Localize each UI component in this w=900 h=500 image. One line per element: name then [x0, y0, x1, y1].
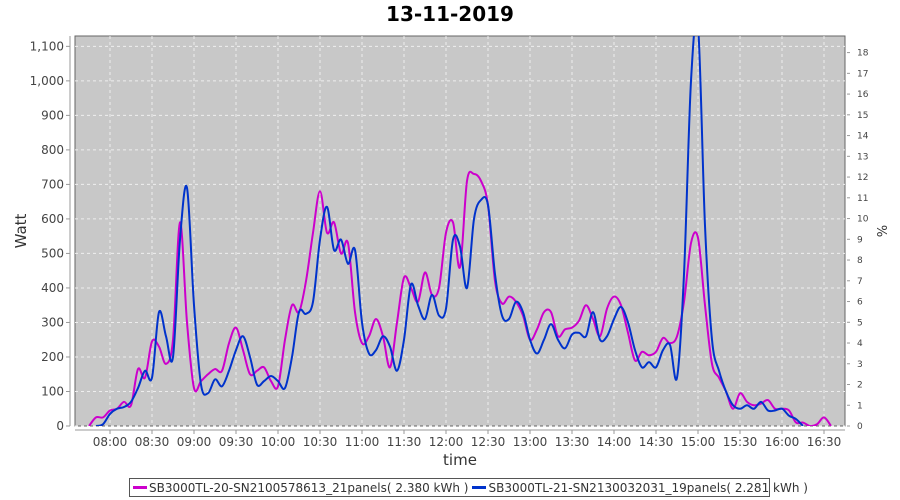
y2-tick-label: 9 — [857, 235, 863, 245]
y2-tick-label: 4 — [857, 339, 863, 349]
x-tick-label: 12:00 — [429, 435, 464, 449]
y-tick-label: 1,100 — [30, 39, 64, 53]
y-tick-label: 900 — [41, 108, 64, 122]
x-tick-label: 14:30 — [639, 435, 674, 449]
x-tick-label: 08:00 — [93, 435, 128, 449]
y2-tick-label: 15 — [857, 111, 868, 121]
legend-label: SB3000TL-21-SN2130032031_19panels( 2.281… — [488, 480, 808, 495]
y2-tick-label: 1 — [857, 401, 863, 411]
series-line-2 — [95, 36, 804, 426]
chart-title: 13-11-2019 — [386, 2, 514, 26]
x-tick-label: 09:00 — [177, 435, 212, 449]
y-tick-label: 600 — [41, 212, 64, 226]
y2-tick-label: 8 — [857, 256, 863, 266]
y2-tick-label: 16 — [857, 90, 869, 100]
y-axis-label: Watt — [12, 213, 30, 248]
plot-area — [74, 35, 846, 427]
legend-swatch — [133, 486, 147, 489]
y2-axis-label: % — [873, 225, 888, 237]
x-tick-label: 16:00 — [765, 435, 800, 449]
series-line-1 — [88, 170, 832, 426]
y2-tick-label: 11 — [857, 194, 868, 204]
y-tick-label: 400 — [41, 281, 64, 295]
x-tick-label: 13:30 — [555, 435, 590, 449]
y-tick-label: 300 — [41, 315, 64, 329]
x-tick-label: 16:30 — [807, 435, 842, 449]
x-tick-label: 08:30 — [135, 435, 170, 449]
y-tick-label: 0 — [56, 419, 64, 433]
y2-tick-label: 10 — [857, 215, 869, 225]
y-tick-label: 200 — [41, 350, 64, 364]
y-tick-label: 700 — [41, 177, 64, 191]
y2-tick-label: 6 — [857, 298, 863, 308]
x-tick-label: 09:30 — [219, 435, 254, 449]
x-tick-label: 11:00 — [345, 435, 380, 449]
legend-item: SB3000TL-21-SN2130032031_19panels( 2.281… — [472, 480, 808, 495]
legend-item: SB3000TL-20-SN2100578613_21panels( 2.380… — [133, 481, 468, 495]
x-tick-label: 12:30 — [471, 435, 506, 449]
legend: SB3000TL-20-SN2100578613_21panels( 2.380… — [129, 478, 808, 497]
y2-tick-label: 13 — [857, 152, 868, 162]
y2-tick-label: 0 — [857, 422, 863, 432]
x-tick-label: 15:30 — [723, 435, 758, 449]
y-tick-label: 800 — [41, 143, 64, 157]
y2-tick-label: 5 — [857, 318, 863, 328]
x-axis-label: time — [443, 451, 477, 469]
y2-tick-label: 18 — [857, 49, 869, 59]
y-tick-label: 1,000 — [30, 74, 64, 88]
legend-swatch — [472, 486, 487, 489]
y-tick-label: 500 — [41, 246, 64, 260]
y2-tick-label: 14 — [857, 132, 869, 142]
y2-tick-label: 3 — [857, 360, 863, 370]
x-tick-label: 11:30 — [387, 435, 422, 449]
x-tick-label: 13:00 — [513, 435, 548, 449]
legend-label: SB3000TL-20-SN2100578613_21panels( 2.380… — [149, 480, 469, 495]
x-tick-label: 14:00 — [597, 435, 632, 449]
y2-tick-label: 2 — [857, 381, 863, 391]
y2-tick-label: 12 — [857, 173, 868, 183]
x-tick-label: 10:00 — [261, 435, 296, 449]
y2-tick-label: 17 — [857, 69, 868, 79]
y-tick-label: 100 — [41, 384, 64, 398]
x-tick-label: 10:30 — [303, 435, 338, 449]
y2-tick-label: 7 — [857, 277, 863, 287]
x-tick-label: 15:00 — [681, 435, 716, 449]
